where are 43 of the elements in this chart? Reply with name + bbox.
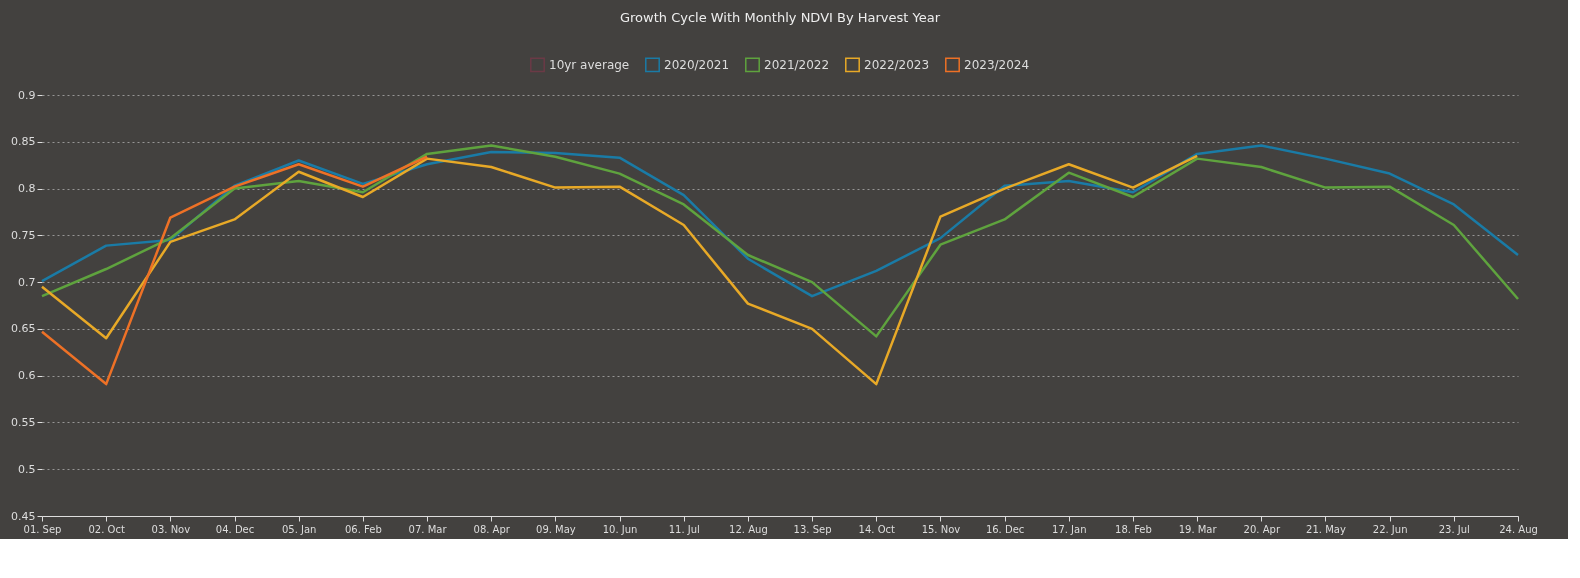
y-tick-label: 0.8 bbox=[18, 182, 36, 196]
x-tick-label: 04. Dec bbox=[215, 523, 255, 535]
chart-title: Growth Cycle With Monthly NDVI By Harvest Year bbox=[619, 10, 941, 25]
x-tick-label: 08. Apr bbox=[473, 523, 511, 535]
x-tick-label: 14. Oct bbox=[858, 523, 896, 535]
x-tick-label: 21. May bbox=[1306, 523, 1346, 535]
y-tick-label: 0.7 bbox=[18, 275, 36, 289]
x-tick-label: 02. Oct bbox=[88, 523, 125, 535]
x-tick-label: 15. Nov bbox=[921, 523, 961, 535]
line-series bbox=[40, 154, 1199, 386]
x-tick-label: 03. Nov bbox=[151, 523, 191, 535]
x-tick-label: 22. Jun bbox=[1372, 523, 1408, 535]
y-tick-label: 0.6 bbox=[18, 369, 36, 383]
x-tick-label: 13. Sep bbox=[793, 523, 832, 535]
legend-label: 2020/2021 bbox=[664, 57, 730, 72]
y-tick-label: 0.45 bbox=[11, 509, 36, 523]
x-tick-label: 12. Aug bbox=[729, 523, 768, 535]
legend-label: 2022/2023 bbox=[864, 57, 930, 72]
x-tick-label: 09. May bbox=[536, 523, 576, 535]
y-tick-label: 0.65 bbox=[11, 322, 36, 336]
x-tick-label: 01. Sep bbox=[23, 523, 62, 535]
y-tick-label: 0.9 bbox=[18, 88, 36, 102]
x-tick-label: 05. Jan bbox=[281, 523, 317, 535]
x-tick-label: 10. Jun bbox=[602, 523, 638, 535]
legend-label: 10yr average bbox=[549, 57, 630, 72]
x-tick-label: 20. Apr bbox=[1243, 523, 1281, 535]
x-tick-label: 11. Jul bbox=[668, 523, 700, 535]
x-tick-label: 06. Feb bbox=[344, 523, 382, 535]
line-series bbox=[40, 155, 429, 386]
y-tick-label: 0.55 bbox=[11, 415, 36, 429]
x-tick-label: 17. Jan bbox=[1052, 523, 1087, 535]
legend-label: 2021/2022 bbox=[764, 57, 830, 72]
line-series bbox=[40, 144, 1520, 338]
y-tick-label: 0.85 bbox=[11, 135, 36, 149]
y-tick-label: 0.5 bbox=[18, 462, 36, 476]
x-tick-label: 24. Aug bbox=[1499, 523, 1538, 535]
x-tick-label: 16. Dec bbox=[985, 523, 1025, 535]
x-tick-label: 23. Jul bbox=[1438, 523, 1470, 535]
legend-label: 2023/2024 bbox=[964, 57, 1030, 72]
x-tick-label: 19. Mar bbox=[1178, 523, 1218, 535]
y-tick-label: 0.75 bbox=[11, 228, 36, 242]
x-tick-label: 18. Feb bbox=[1115, 523, 1152, 535]
x-tick-label: 07. Mar bbox=[408, 523, 448, 535]
